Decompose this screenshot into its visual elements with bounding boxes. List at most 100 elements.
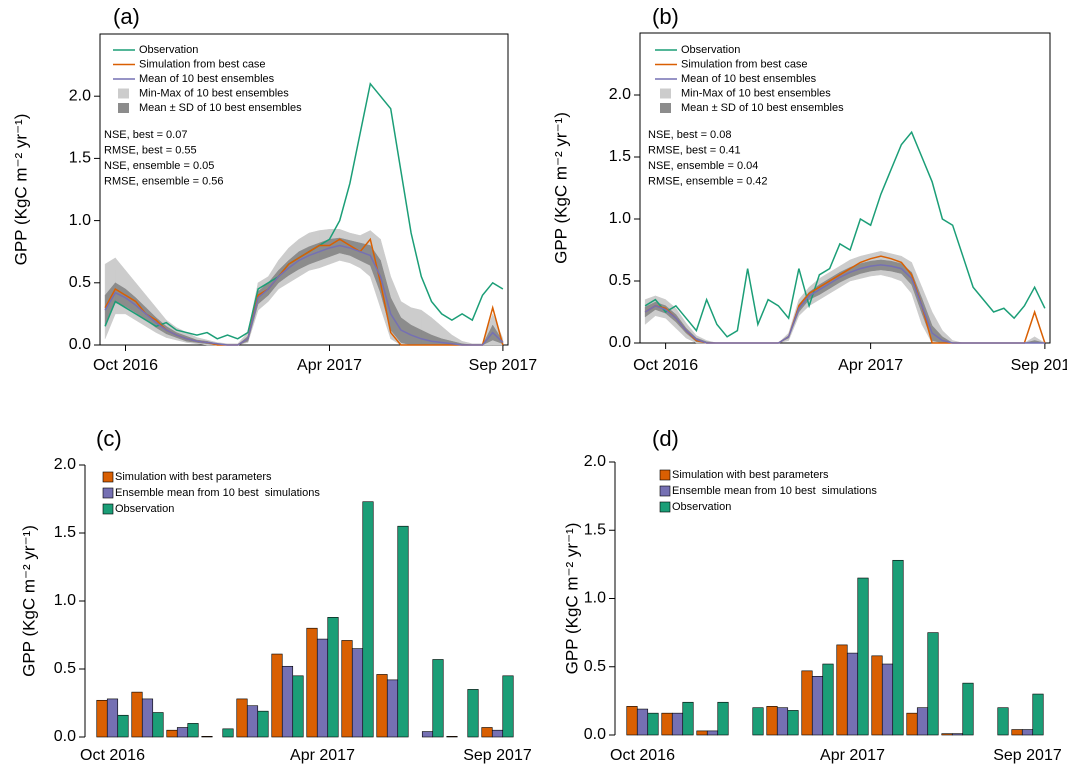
series-line: [644, 264, 1045, 344]
plot-frame: [99, 33, 509, 346]
y-tick-label: 0.5: [69, 274, 91, 291]
x-tick-label: Apr 2017: [290, 747, 355, 764]
bar: [316, 638, 329, 738]
legend-label: Min-Max of 10 best ensembles: [681, 87, 831, 99]
y-tick-label: 1.0: [609, 210, 631, 227]
series-line: [104, 82, 504, 340]
bar: [117, 714, 129, 738]
bar: [421, 731, 434, 738]
bar: [962, 682, 974, 736]
legend-label: Observation: [115, 503, 174, 515]
bar: [1021, 729, 1034, 736]
bar: [706, 730, 719, 736]
panel-label: (c): [96, 426, 122, 451]
bar: [187, 723, 199, 738]
bar: [717, 701, 729, 736]
annotation: NSE, ensemble = 0.04: [648, 160, 758, 172]
bar: [951, 733, 964, 736]
x-tick-label: Apr 2017: [820, 747, 885, 764]
y-tick-label: 0.5: [54, 660, 76, 677]
bar: [857, 577, 869, 736]
x-tick-label: Sep 2017: [1011, 357, 1067, 374]
bar: [281, 665, 294, 738]
x-tick-label: Sep 2017: [469, 357, 538, 374]
panel-label: (b): [652, 4, 679, 29]
legend-label: Observation: [139, 44, 198, 56]
bar: [292, 675, 304, 738]
bar: [766, 706, 778, 736]
bar: [152, 712, 164, 738]
annotation: RMSE, ensemble = 0.42: [648, 175, 768, 187]
bar: [131, 691, 143, 738]
y-tick-label: 0.0: [584, 726, 606, 743]
annotation: RMSE, best = 0.55: [104, 144, 197, 156]
bar: [801, 670, 813, 736]
legend-label: Mean of 10 best ensembles: [681, 73, 817, 85]
y-tick-label: 1.0: [584, 590, 606, 607]
legend-swatch: [102, 503, 114, 515]
legend-swatch: [659, 469, 671, 481]
bar: [636, 708, 649, 736]
bar: [696, 730, 708, 736]
x-tick-label: Oct 2016: [610, 747, 675, 764]
bar: [661, 712, 673, 736]
bar: [871, 655, 883, 736]
y-tick-label: 1.5: [54, 524, 76, 541]
annotation: NSE, ensemble = 0.05: [104, 160, 214, 172]
legend-swatch: [659, 501, 671, 513]
legend-swatch: [118, 103, 129, 113]
bar: [397, 525, 409, 738]
bar: [376, 674, 388, 738]
x-tick-label: Sep 2017: [993, 747, 1062, 764]
bar: [176, 727, 189, 738]
y-tick-label: 2.0: [69, 87, 91, 104]
legend-swatch: [102, 471, 114, 483]
x-tick-label: Apr 2017: [838, 357, 903, 374]
bar: [822, 663, 834, 736]
y-tick-label: 0.5: [609, 272, 631, 289]
y-tick-label: 0.0: [54, 728, 76, 745]
x-tick-label: Oct 2016: [93, 357, 158, 374]
bar: [811, 676, 824, 736]
legend-swatch: [660, 88, 671, 99]
y-tick-label: 1.0: [69, 212, 91, 229]
bar: [776, 707, 789, 736]
bar: [682, 701, 694, 736]
panel-label: (d): [652, 426, 679, 451]
bar: [502, 675, 514, 738]
bar: [752, 707, 764, 736]
y-tick-label: 0.0: [609, 334, 631, 351]
bar: [201, 736, 213, 738]
annotation: RMSE, best = 0.41: [648, 144, 741, 156]
legend-label: Mean ± SD of 10 best ensembles: [681, 102, 844, 114]
legend-swatch: [102, 487, 114, 499]
y-axis-label: GPP (KgC m⁻² yr⁻¹): [11, 114, 30, 266]
legend-label: Min-Max of 10 best ensembles: [139, 87, 289, 99]
legend-label: Simulation from best case: [681, 58, 808, 70]
bar: [892, 559, 904, 736]
y-tick-label: 1.0: [54, 592, 76, 609]
x-tick-label: Oct 2016: [633, 357, 698, 374]
bar: [222, 728, 234, 738]
annotation: NSE, best = 0.07: [104, 129, 187, 141]
legend-swatch: [118, 88, 129, 99]
legend-label: Mean of 10 best ensembles: [139, 73, 275, 85]
bar: [836, 644, 848, 736]
x-tick-label: Oct 2016: [80, 747, 145, 764]
legend-label: Simulation with best parameters: [115, 471, 272, 483]
annotation: RMSE, ensemble = 0.56: [104, 175, 224, 187]
y-axis-label: GPP (KgC m⁻² yr⁻¹): [551, 112, 570, 264]
x-tick-label: Apr 2017: [297, 357, 362, 374]
bar: [671, 712, 684, 736]
bar: [846, 652, 859, 736]
legend-label: Ensemble mean from 10 best simulations: [672, 485, 877, 497]
bar: [166, 729, 178, 738]
bar: [351, 648, 364, 738]
bar: [386, 679, 399, 738]
y-tick-label: 2.0: [54, 456, 76, 473]
legend-label: Observation: [672, 501, 731, 513]
bar: [106, 698, 119, 738]
bar: [491, 729, 504, 738]
y-tick-label: 1.5: [584, 521, 606, 538]
series-line: [104, 244, 504, 346]
